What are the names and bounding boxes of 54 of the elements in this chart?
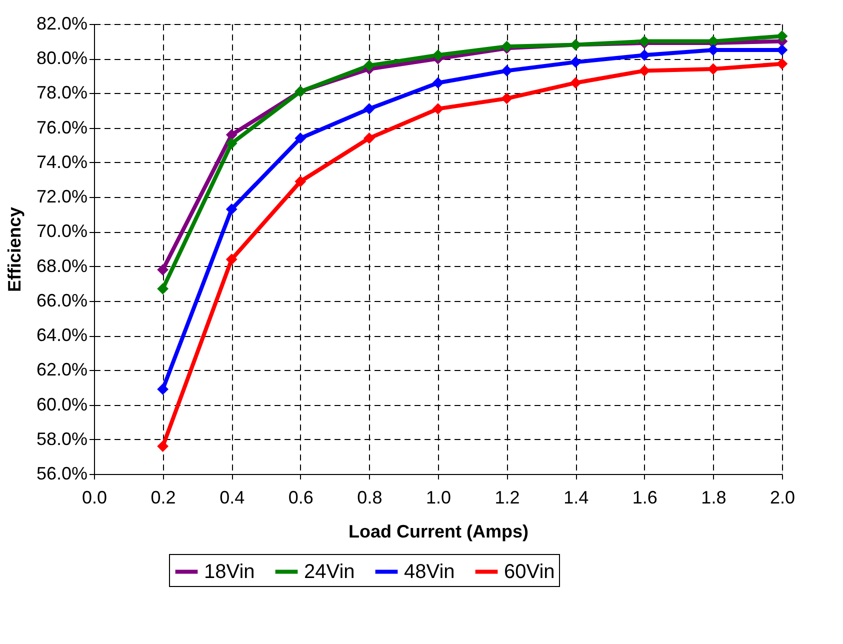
x-tick-label: 1.4 <box>564 488 589 508</box>
point <box>294 132 306 144</box>
y-tick-label: 82.0% <box>36 14 88 34</box>
point <box>157 383 168 395</box>
y-tick-label: 56.0% <box>36 464 88 484</box>
y-tick-label: 58.0% <box>36 428 88 449</box>
x-tick-label: 1.8 <box>701 488 726 508</box>
legend-label: 18Vin <box>204 560 255 583</box>
x-tick-label: 2.0 <box>770 488 796 508</box>
y-tick-label: 60.0% <box>36 394 88 414</box>
point <box>570 77 582 89</box>
point <box>638 49 650 61</box>
y-tick-label: 64.0% <box>36 325 88 346</box>
point <box>776 58 788 70</box>
point <box>432 77 444 89</box>
y-axis-title: Efficiency <box>4 206 24 292</box>
point <box>157 264 168 276</box>
y-tick-label: 66.0% <box>36 290 88 310</box>
point <box>226 203 238 215</box>
point <box>364 132 375 144</box>
point <box>364 60 375 72</box>
point <box>226 129 238 140</box>
x-tick-label: 0.8 <box>357 488 382 508</box>
x-tick-label: 0.0 <box>82 488 108 508</box>
point <box>432 103 444 115</box>
point <box>226 254 238 266</box>
y-tick-label: 70.0% <box>36 221 88 242</box>
y-tick-label: 74.0% <box>36 152 88 172</box>
point <box>501 92 512 104</box>
x-tick-label: 0.6 <box>288 488 314 508</box>
y-tick-label: 76.0% <box>36 117 88 138</box>
point <box>226 138 238 150</box>
y-tick-label: 78.0% <box>36 82 88 103</box>
legend-label: 60Vin <box>504 560 555 583</box>
x-tick-label: 1.2 <box>494 488 520 508</box>
y-tick-label: 72.0% <box>36 186 88 207</box>
y-tick-label: 68.0% <box>36 256 88 276</box>
x-tick-label: 1.6 <box>632 488 658 508</box>
y-tick-label: 80.0% <box>36 48 88 68</box>
point <box>294 176 306 188</box>
y-tick-label: 62.0% <box>36 360 88 380</box>
point <box>432 49 444 61</box>
legend-label: 48Vin <box>404 560 455 583</box>
point <box>501 65 512 76</box>
x-tick-label: 0.4 <box>220 488 245 508</box>
x-tick-label: 1.0 <box>426 488 452 508</box>
point <box>708 63 719 75</box>
point <box>570 56 582 68</box>
point <box>157 440 168 452</box>
legend-label: 24Vin <box>304 560 355 583</box>
x-tick-label: 0.2 <box>150 488 176 508</box>
x-axis-title: Load Current (Amps) <box>348 522 529 542</box>
point <box>157 283 168 295</box>
point <box>364 103 375 115</box>
